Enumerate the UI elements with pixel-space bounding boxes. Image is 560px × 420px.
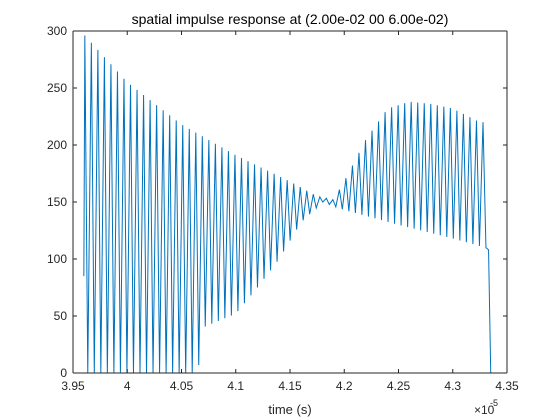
y-tick-label: 150 [47,195,67,209]
x-axis-label: time (s) [268,402,311,417]
x-exponent: ×10 -5 [474,398,498,417]
x-exponent-base: ×10 [474,403,495,417]
y-tick-label: 50 [54,309,68,323]
y-tick-label: 100 [47,252,67,266]
x-tick-label: 4 [124,379,131,393]
y-tick-label: 200 [47,138,67,152]
x-exponent-power: -5 [490,398,498,408]
x-tick-label: 4.25 [387,379,411,393]
y-tick-label: 0 [60,366,67,380]
chart-title: spatial impulse response at (2.00e-02 00… [132,11,449,27]
y-tick-label: 300 [47,24,67,38]
x-tick-label: 3.95 [61,379,85,393]
x-tick-label: 4.1 [227,379,244,393]
x-tick-label: 4.2 [336,379,353,393]
impulse-response-line [83,35,492,373]
x-tick-label: 4.15 [278,379,302,393]
y-tick-label: 250 [47,81,67,95]
x-tick-label: 4.05 [170,379,194,393]
x-tick-label: 4.3 [444,379,461,393]
x-tick-label: 4.35 [495,379,519,393]
